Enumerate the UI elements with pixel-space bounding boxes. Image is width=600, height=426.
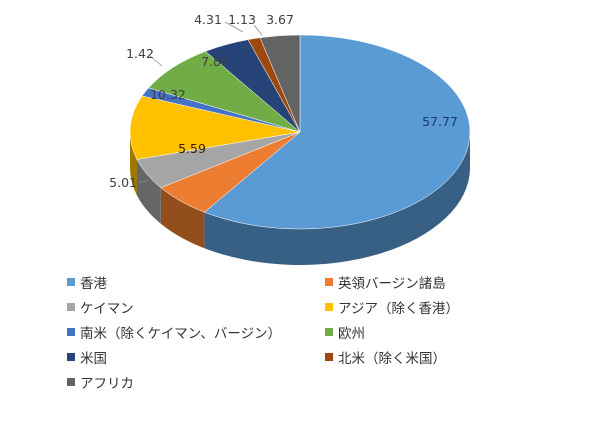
legend-swatch — [67, 352, 75, 361]
leader-line-2 — [138, 179, 149, 184]
legend-item-bvi: 英領バージン諸島 — [325, 272, 575, 292]
leader-line-4 — [149, 55, 163, 67]
legend-item-africa: アフリカ — [67, 372, 325, 392]
legend-label: ケイマン — [80, 300, 134, 317]
legend-swatch — [67, 277, 75, 286]
legend-label: 欧州 — [338, 325, 365, 342]
data-label-5: 7.86 — [201, 54, 229, 69]
legend-label: 香港 — [80, 275, 107, 292]
data-label-6: 4.31 — [194, 12, 222, 27]
data-label-0: 57.77 — [422, 114, 458, 129]
legend-label: 南米（除くケイマン、バージン） — [80, 325, 282, 342]
legend-label: 北米（除く米国） — [338, 350, 446, 367]
legend-item-usa: 米国 — [67, 347, 325, 367]
legend: 香港 英領バージン諸島 ケイマン アジア（除く香港） 南米（除くケイマン、バージ… — [67, 272, 587, 392]
legend-label: 英領バージン諸島 — [338, 275, 446, 292]
data-label-1: 5.59 — [178, 141, 206, 156]
legend-item-south-america: 南米（除くケイマン、バージン） — [67, 322, 325, 342]
data-label-3: 10.32 — [150, 87, 186, 102]
data-label-8: 3.67 — [266, 12, 294, 27]
leader-line-7 — [253, 24, 263, 36]
legend-item-cayman: ケイマン — [67, 297, 325, 317]
legend-swatch — [67, 377, 75, 386]
legend-swatch — [67, 302, 75, 311]
data-label-7: 1.13 — [228, 12, 256, 27]
legend-label: アジア（除く香港） — [338, 300, 459, 317]
pie-slice-0 — [203, 34, 471, 230]
pie-side-0 — [204, 132, 471, 265]
pie-side-2 — [136, 159, 161, 224]
data-label-2: 5.01 — [109, 175, 137, 190]
legend-label: アフリカ — [80, 375, 134, 392]
pie-side-1 — [160, 187, 205, 249]
legend-item-asia: アジア（除く香港） — [325, 297, 575, 317]
legend-item-north-america: 北米（除く米国） — [325, 347, 575, 367]
legend-swatch — [325, 352, 333, 361]
data-labels: 57.77 5.59 5.01 10.32 1.42 7.86 4.31 1.13 3.67 — [109, 12, 458, 190]
pie-side-3 — [130, 132, 137, 196]
pie-chart: 57.77 5.59 5.01 10.32 1.42 7.86 4.31 1.13 3.67 — [109, 12, 471, 265]
pie-slice-8 — [259, 34, 301, 133]
legend-label: 米国 — [80, 350, 107, 367]
legend-item-europe: 欧州 — [325, 322, 575, 342]
legend-swatch — [325, 327, 333, 336]
pie-tops — [129, 34, 471, 230]
pie-sides — [130, 132, 471, 265]
pie-slice-3 — [129, 95, 301, 160]
legend-swatch — [325, 277, 333, 286]
legend-swatch — [67, 327, 75, 336]
leader-line-6 — [224, 21, 244, 33]
legend-swatch — [325, 302, 333, 311]
legend-item-hong-kong: 香港 — [67, 272, 325, 292]
data-label-4: 1.42 — [126, 46, 154, 61]
